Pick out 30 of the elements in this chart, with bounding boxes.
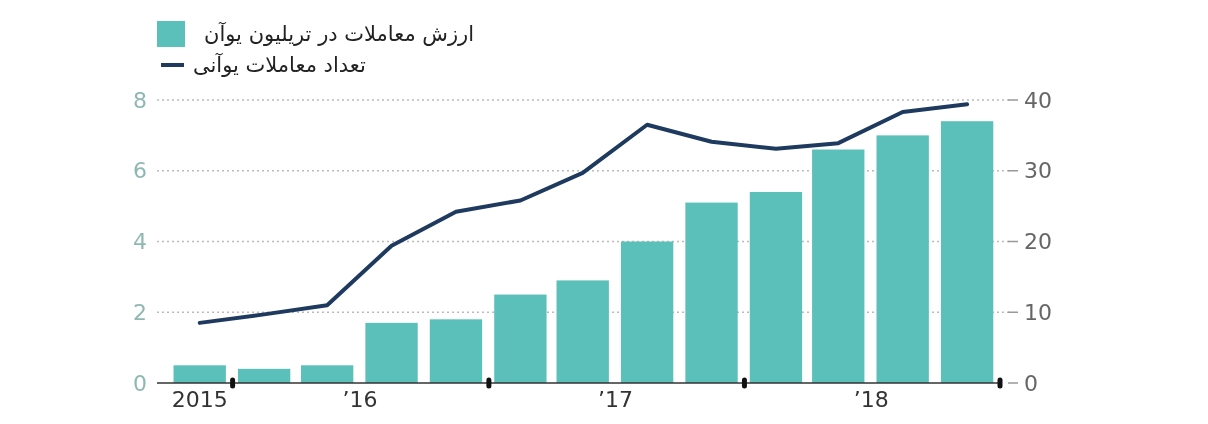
y2-tick-label: 30 [1024, 158, 1052, 184]
legend-label: ارزش معاملات در تریلیون یوآن [204, 21, 475, 46]
bar [620, 241, 674, 383]
y-tick-label: 4 [133, 229, 147, 255]
legend-label: تعداد معاملات یوآنی [193, 52, 366, 77]
y2-tick-label: 40 [1024, 87, 1052, 113]
x-tick-label: ’17 [598, 387, 634, 412]
bar [812, 149, 865, 383]
y-tick-label: 6 [133, 158, 147, 184]
bar [749, 191, 803, 383]
bar [365, 322, 418, 383]
bar [876, 135, 929, 383]
line-series [197, 102, 970, 325]
bar [173, 365, 226, 383]
x-tick-label: 2015 [171, 387, 228, 412]
y-tick-label: 2 [133, 299, 147, 325]
bar [429, 319, 483, 383]
bar [300, 365, 354, 383]
y-tick-label: 8 [133, 87, 147, 113]
bar [494, 294, 547, 383]
bar [940, 121, 994, 383]
x-tick-label: ’18 [853, 387, 889, 412]
x-tick-label: ’16 [342, 387, 378, 412]
y2-tick-label: 10 [1024, 299, 1052, 325]
bar [685, 202, 738, 383]
y2-tick-label: 0 [1024, 370, 1038, 396]
bar [556, 280, 609, 383]
y-tick-label: 0 [133, 370, 147, 396]
bar [237, 368, 291, 383]
y2-tick-label: 20 [1024, 229, 1052, 255]
